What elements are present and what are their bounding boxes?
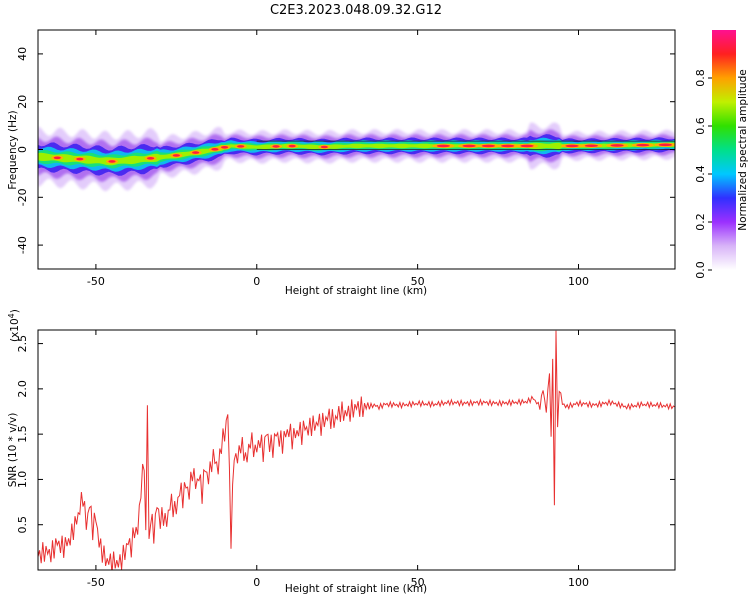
spectrogram-ticks: -50 0 50 100 -40 -20 0 20 40 — [16, 30, 675, 288]
colorbar-label: Normalized spectral amplitude — [737, 69, 749, 230]
snr-xtick-label: 100 — [568, 576, 589, 589]
colorbar-tick-label: 0.8 — [694, 69, 707, 87]
heatmap-hotspot-core — [584, 144, 598, 148]
snr-xtick-label: 50 — [411, 576, 425, 589]
colorbar-tick-label: 0.0 — [694, 261, 707, 279]
colorbar-tick-label: 0.6 — [694, 117, 707, 135]
heatmap-hotspot-core — [192, 151, 200, 154]
snr-ylabel: SNR (10 * v/v) — [7, 413, 19, 488]
spectrogram-panel: -50 0 50 100 -40 -20 0 20 40 Height of straight … — [7, 29, 676, 297]
heatmap-hotspot-core — [76, 157, 84, 161]
spectrogram-ytick-label: -20 — [16, 188, 29, 206]
heatmap-hotspot-core — [481, 144, 496, 148]
heatmap-hotspot-core — [237, 145, 245, 148]
snr-xlabel: Height of straight line (km) — [285, 583, 427, 595]
snr-series-line — [38, 330, 675, 570]
snr-panel: -50 0 50 100 0.5 1.0 1.5 2.0 2.5 Height of strai… — [7, 309, 676, 595]
heatmap-hotspot-core — [658, 143, 672, 147]
heatmap-hotspot-core — [636, 143, 650, 147]
snr-ytick-label: 2.5 — [16, 335, 29, 353]
snr-ytick-label: 1.5 — [16, 425, 29, 443]
snr-ticks: -50 0 50 100 0.5 1.0 1.5 2.0 2.5 — [16, 330, 675, 589]
snr-ytick-label: 1.0 — [16, 471, 29, 489]
heatmap-hotspot-core — [147, 157, 155, 160]
colorbar-ticks: 0.0 0.2 0.4 0.6 0.8 — [694, 69, 712, 279]
snr-xtick-label: -50 — [87, 576, 105, 589]
heatmap-hotspot-core — [288, 144, 296, 148]
heatmap-hotspot-core — [320, 145, 328, 149]
heatmap-hotspot-core — [565, 144, 579, 148]
spectrogram-xtick-label: -50 — [87, 275, 105, 288]
heatmap-hotspot-core — [462, 144, 476, 148]
colorbar-tick-label: 0.4 — [694, 165, 707, 183]
chart-title: C2E3.2023.048.09.32.G12 — [270, 3, 442, 18]
heatmap-hotspot-core — [436, 144, 450, 148]
snr-ytick-label: 2.0 — [16, 380, 29, 398]
colorbar: 0.0 0.2 0.4 0.6 0.8 Normalized spectral ampl… — [694, 30, 749, 279]
heatmap-hotspot-core — [501, 144, 515, 148]
spectrogram-xtick-label: 100 — [568, 275, 589, 288]
heatmap-ridge — [38, 122, 675, 192]
spectrogram-ytick-label: 40 — [16, 47, 29, 61]
spectrogram-ytick-label: -40 — [16, 236, 29, 254]
heatmap-hotspot-core — [520, 144, 534, 148]
snr-xtick-label: 0 — [253, 576, 260, 589]
colorbar-gradient — [712, 30, 736, 270]
snr-frame — [37, 329, 676, 571]
heatmap-hotspot-core — [172, 154, 180, 157]
spectrogram-xtick-label: 0 — [253, 275, 260, 288]
spectrogram-ytick-label: 20 — [16, 95, 29, 109]
spectrogram-xlabel: Height of straight line (km) — [285, 285, 427, 297]
colorbar-tick-label: 0.2 — [694, 213, 707, 231]
heatmap-hotspot-core — [211, 148, 219, 151]
heatmap-hotspot-core — [610, 144, 624, 147]
heatmap-hotspot-core — [220, 145, 229, 149]
spectrogram-xtick-label: 50 — [411, 275, 425, 288]
snr-multiplier: (x104) — [7, 309, 21, 342]
snr-ytick-label: 0.5 — [16, 516, 29, 534]
spectrogram-ytick-label: 0 — [16, 146, 29, 153]
heatmap-hotspot-core — [108, 160, 116, 163]
heatmap-hotspot-core — [272, 145, 280, 148]
spectrogram-ylabel: Frequency (Hz) — [7, 110, 19, 189]
heatmap-hotspot-core — [53, 156, 61, 160]
